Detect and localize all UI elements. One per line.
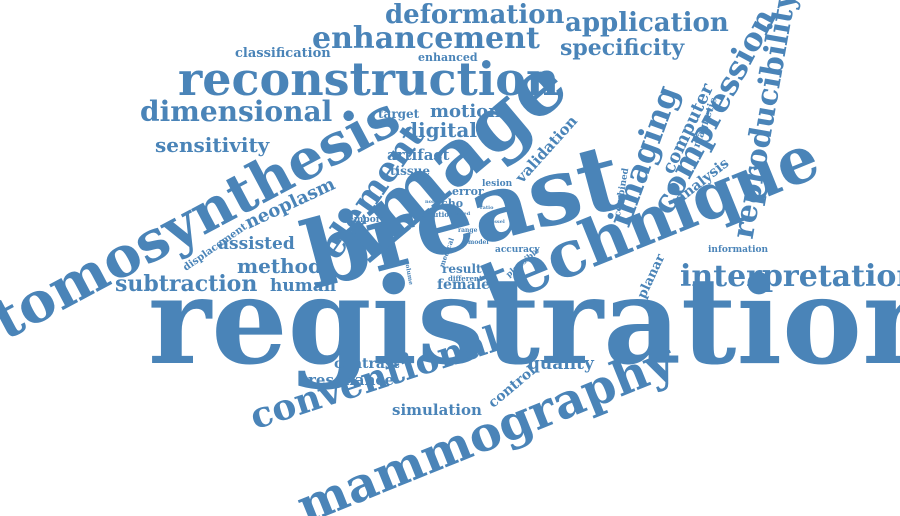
word-result: result	[442, 262, 482, 276]
word-dimensional: dimensional	[140, 95, 333, 128]
word-enhancement: enhancement	[312, 21, 540, 56]
word-contrast: contrast	[334, 356, 400, 372]
word-noise: noise	[425, 199, 440, 205]
word-application: application	[565, 8, 729, 38]
word-classification: classification	[235, 46, 331, 61]
word-artifact: artifact	[387, 146, 450, 164]
word-solution: solution	[422, 210, 455, 219]
word-target: target	[378, 107, 420, 121]
word-vessel: vessel	[488, 219, 505, 225]
word-simulation: simulation	[392, 401, 482, 419]
word-resonance: resonance	[308, 371, 395, 389]
word-interpretation: interpretation	[680, 259, 900, 294]
word-deformation: deformation	[385, 0, 565, 30]
word-accuracy: accuracy	[495, 245, 540, 255]
word-subtraction: subtraction	[115, 271, 258, 297]
word-method: method	[237, 254, 322, 278]
word-sensitivity: sensitivity	[155, 133, 270, 157]
word-model: model	[468, 239, 489, 246]
word-reconstruction: reconstruction	[178, 52, 560, 106]
word-motion: motion	[430, 101, 502, 122]
word-error: error	[452, 185, 484, 198]
word-specificity: specificity	[560, 35, 685, 61]
word-based: based	[454, 211, 471, 217]
word-female: female	[437, 277, 491, 293]
word-temporal: temporal	[344, 215, 390, 225]
word-quality: quality	[528, 354, 594, 374]
word-lesion: lesion	[482, 179, 513, 189]
word-digital: digital	[404, 118, 477, 142]
word-echo: echo	[434, 197, 464, 210]
word-ratio: ratio	[480, 205, 494, 211]
word-tissue: tissue	[390, 164, 430, 178]
word-registration: registration	[148, 251, 900, 392]
word-enhanced: enhanced	[418, 51, 478, 64]
word-human: human	[270, 276, 337, 296]
word-assisted: assisted	[218, 234, 295, 254]
word-range: range	[458, 227, 478, 234]
word-information: information	[708, 245, 769, 255]
word-different: different	[448, 274, 483, 283]
